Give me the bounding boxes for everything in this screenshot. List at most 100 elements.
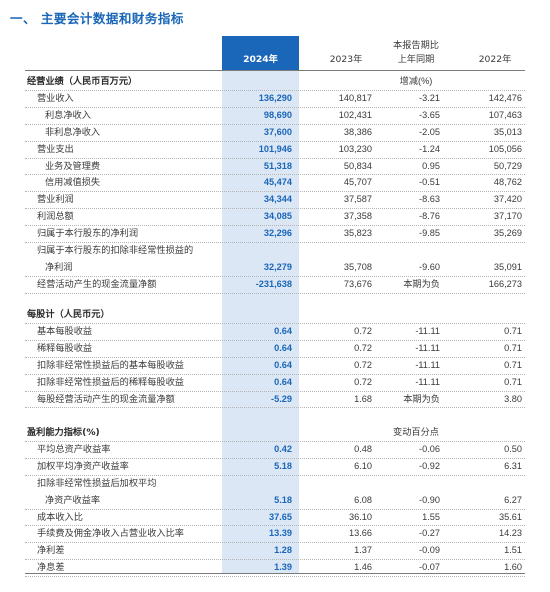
value-change: -11.11: [415, 325, 440, 336]
row-divider: [25, 140, 525, 142]
row-divider: [25, 339, 525, 341]
value-change: -9.85: [419, 228, 440, 239]
value-2022: 0.71: [504, 325, 522, 336]
value-2023: 0.72: [354, 359, 372, 370]
table-row: 加权平均净资产收益率 5.18 6.10 -0.92 6.31: [0, 458, 550, 475]
table-row: 手续费及佣金净收入占营业收入比率 13.39 13.66 -0.27 14.23: [0, 525, 550, 542]
value-change: -11.11: [415, 376, 440, 387]
row-label: 利润总额: [37, 211, 74, 223]
row-divider: [25, 322, 525, 324]
value-2024: 5.18: [274, 494, 292, 505]
section-heading-row: 盈利能力指标(%) 变动百分点: [0, 424, 550, 441]
table-row: 净利差 1.28 1.37 -0.09 1.51: [0, 542, 550, 559]
table-row: 业务及管理费 51,318 50,834 0.95 50,729: [0, 158, 550, 175]
row-divider: [25, 356, 525, 358]
value-2023: 0.48: [354, 443, 372, 454]
row-label: 基本每股收益: [37, 325, 93, 337]
row-label: 归属于本行股东的扣除非经常性损益的: [37, 245, 194, 256]
value-2023: 140,817: [338, 92, 372, 103]
row-label: 扣除非经常性损益后的基本每股收益: [37, 359, 184, 371]
value-2023: 45,707: [343, 177, 372, 188]
value-2022: 35,269: [493, 228, 522, 239]
table-row: 营业利润 34,344 37,587 -8.63 37,420: [0, 191, 550, 208]
header-col-2023: 2023年: [329, 54, 363, 65]
value-2024: 32,296: [263, 228, 292, 239]
row-label: 每股经营活动产生的现金流量净额: [37, 393, 175, 405]
row-label: 加权平均净资产收益率: [37, 460, 129, 472]
table-row: 利润总额 34,085 37,358 -8.76 37,170: [0, 208, 550, 225]
value-2024: -231,638: [255, 278, 292, 289]
row-divider: [25, 373, 525, 375]
row-divider: [25, 474, 525, 476]
table-row: 归属于本行股东的扣除非经常性损益的: [0, 242, 550, 259]
value-2022: 107,463: [488, 109, 522, 120]
table-row: 基本每股收益 0.64 0.72 -11.11 0.71: [0, 323, 550, 340]
table-row: 扣除非经常性损益后的稀释每股收益 0.64 0.72 -11.11 0.71: [0, 374, 550, 391]
row-label: 非利息净收入: [45, 126, 101, 138]
value-2022: 35,013: [493, 126, 522, 137]
value-2023: 0.72: [354, 376, 372, 387]
table-row: 成本收入比 37.65 36.10 1.55 35.61: [0, 509, 550, 526]
row-label: 净资产收益率: [45, 494, 101, 506]
table-row: 经营活动产生的现金流量净额 -231,638 73,676 本期为负 166,273: [0, 276, 550, 293]
row-divider: [25, 208, 525, 210]
row-divider: [25, 457, 525, 459]
row-divider: [25, 542, 525, 544]
row-divider: [25, 275, 525, 277]
value-2024: 0.64: [274, 376, 292, 387]
value-2022: 105,056: [488, 143, 522, 154]
value-change: 本期为负: [403, 278, 440, 289]
row-divider: [25, 390, 525, 392]
value-change: -0.90: [419, 494, 440, 505]
value-change: -1.24: [419, 143, 440, 154]
value-2023: 0.72: [354, 325, 372, 336]
value-2022: 0.71: [504, 359, 522, 370]
value-2024: 37.65: [269, 511, 292, 522]
value-2023: 1.68: [354, 393, 372, 404]
header-col-change-line1: 本报告期比: [393, 40, 439, 51]
value-2022: 166,273: [488, 278, 522, 289]
value-2022: 35,091: [493, 261, 522, 272]
value-2023: 50,834: [343, 160, 372, 171]
table-row: 平均总资产收益率 0.42 0.48 -0.06 0.50: [0, 441, 550, 458]
row-divider: [25, 440, 525, 442]
value-2023: 38,386: [343, 126, 372, 137]
value-2023: 35,823: [343, 228, 372, 239]
row-label: 营业收入: [37, 92, 74, 104]
section-heading: 盈利能力指标(%): [27, 427, 100, 438]
row-label: 净利润: [45, 261, 73, 273]
value-change: -11.11: [415, 359, 440, 370]
section-heading: 每股计（人民币元）: [27, 309, 110, 320]
row-divider: [25, 292, 525, 294]
value-2024: 1.39: [274, 562, 292, 573]
value-2024: -5.29: [271, 393, 292, 404]
value-2023: 37,358: [343, 211, 372, 222]
row-label: 利息净收入: [45, 109, 91, 121]
table-row: 营业支出 101,946 103,230 -1.24 105,056: [0, 141, 550, 158]
value-change: -8.63: [419, 194, 440, 205]
header-rule: [25, 70, 525, 71]
value-2024: 34,085: [263, 211, 292, 222]
row-label: 扣除非经常性损益后的稀释每股收益: [37, 376, 184, 388]
row-divider: [25, 559, 525, 561]
value-2024: 136,290: [258, 92, 292, 103]
row-label: 营业利润: [37, 194, 74, 206]
row-label: 归属于本行股东的净利润: [37, 228, 139, 240]
row-divider: [25, 225, 525, 227]
value-2022: 37,170: [493, 211, 522, 222]
value-change: -0.51: [419, 177, 440, 188]
row-divider: [25, 525, 525, 527]
value-change: -9.60: [419, 261, 440, 272]
value-change: -0.06: [419, 443, 440, 454]
value-2023: 36.10: [349, 511, 372, 522]
value-2024: 13.39: [269, 528, 292, 539]
value-2024: 34,344: [263, 194, 292, 205]
row-divider: [25, 508, 525, 510]
value-2022: 6.27: [504, 494, 522, 505]
value-change: -2.05: [419, 126, 440, 137]
value-2022: 35.61: [499, 511, 522, 522]
value-2024: 1.28: [274, 545, 292, 556]
value-2022: 3.80: [504, 393, 522, 404]
value-change: 1.55: [422, 511, 440, 522]
value-change: -0.09: [419, 545, 440, 556]
